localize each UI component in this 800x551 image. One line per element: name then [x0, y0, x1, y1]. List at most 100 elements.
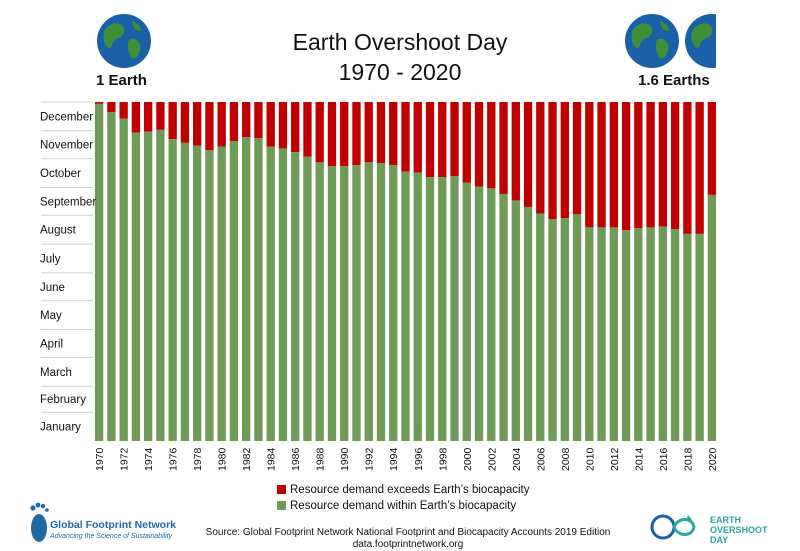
bar-exceeds-1975 [156, 102, 165, 130]
bar-exceeds-1989 [327, 102, 337, 167]
bar-exceeds-2003 [499, 102, 508, 194]
eod-line-1: EARTH [710, 515, 741, 525]
bar-exceeds-1971 [107, 102, 116, 113]
bar-within-2005 [523, 206, 533, 441]
x-tick-label: 2004 [511, 447, 523, 471]
bar-within-1974 [143, 131, 153, 441]
y-tick-label: March [40, 367, 72, 379]
bar-exceeds-2008 [560, 102, 569, 219]
bar-exceeds-1995 [401, 102, 410, 172]
bar-exceeds-1984 [266, 102, 275, 147]
bar-within-1973 [131, 132, 141, 441]
y-tick-label: July [40, 253, 61, 265]
bar-within-2013 [621, 230, 631, 441]
bar-exceeds-1978 [193, 102, 202, 146]
bar-within-2006 [536, 213, 545, 441]
y-tick-label: January [40, 422, 81, 434]
bar-exceeds-1980 [217, 102, 226, 147]
bar-within-2003 [499, 193, 508, 441]
x-tick-label: 1996 [413, 447, 425, 471]
x-tick-label: 1970 [94, 447, 106, 471]
bar-within-2020 [707, 194, 717, 441]
y-tick-label: June [40, 282, 65, 294]
x-tick-label: 1986 [290, 447, 302, 471]
bar-exceeds-1991 [352, 102, 361, 166]
bar-exceeds-2017 [670, 102, 680, 230]
legend-item-within: Resource demand within Earth’s biocapaci… [277, 500, 516, 512]
bar-within-1989 [327, 166, 337, 441]
bar-within-2017 [670, 229, 680, 441]
chart-subtitle: 1970 - 2020 [338, 59, 462, 85]
y-tick-label: November [40, 140, 93, 152]
bar-exceeds-1998 [438, 102, 447, 178]
legend-label-exceeds: Resource demand exceeds Earth’s biocapac… [290, 484, 530, 496]
bar-within-2014 [634, 228, 643, 441]
x-tick-label: 2010 [584, 447, 596, 471]
bar-exceeds-1977 [180, 102, 190, 143]
y-tick-label: December [40, 111, 93, 123]
x-tick-label: 2018 [682, 447, 694, 471]
one-earth-globe-icon [97, 14, 151, 68]
partial-earth-globe-icon [685, 14, 716, 68]
bar-exceeds-2019 [695, 102, 704, 234]
bar-exceeds-1985 [278, 102, 288, 149]
legend-swatch-green [277, 501, 286, 510]
legend-item-exceeds: Resource demand exceeds Earth’s biocapac… [277, 484, 530, 496]
bar-exceeds-2014 [634, 102, 643, 229]
bar-exceeds-1994 [389, 102, 398, 166]
bar-within-1988 [315, 162, 324, 441]
bar-within-1997 [425, 177, 435, 441]
bar-within-1991 [352, 165, 361, 441]
bar-exceeds-1972 [119, 102, 128, 119]
bar-exceeds-1987 [303, 102, 312, 157]
bar-exceeds-2002 [487, 102, 496, 189]
x-tick-label: 2008 [560, 447, 572, 471]
bar-within-2009 [572, 214, 582, 441]
y-tick-label: October [40, 168, 81, 180]
bar-within-2012 [609, 227, 618, 441]
chart-title: Earth Overshoot Day [292, 29, 508, 55]
bar-within-1999 [450, 176, 459, 441]
bar-exceeds-1999 [450, 102, 459, 177]
bar-within-1995 [401, 171, 410, 441]
x-tick-label: 2014 [633, 447, 645, 471]
y-axis-labels: January February March April May June July Augu… [40, 111, 96, 433]
bar-within-2000 [462, 182, 471, 441]
bar-within-2002 [487, 188, 496, 441]
x-tick-label: 2000 [462, 447, 474, 471]
x-tick-label: 2006 [535, 447, 547, 471]
earth-globe-icon [625, 14, 679, 68]
bar-within-1981 [229, 141, 239, 441]
x-tick-label: 2020 [707, 447, 719, 471]
bar-within-1992 [364, 162, 373, 441]
bar-within-1976 [168, 139, 177, 441]
bar-within-1980 [217, 146, 226, 442]
gfn-name: Global Footprint Network [50, 519, 176, 531]
legend-swatch-red [277, 485, 286, 494]
bar-exceeds-2018 [683, 102, 692, 234]
x-tick-label: 1974 [143, 447, 155, 471]
source-line-2: data.footprintnetwork.org [352, 539, 464, 550]
x-axis-labels: 1970 1972 1974 1976 1978 1980 1982 1984 1986 1988… [94, 447, 719, 471]
bar-within-1982 [242, 137, 251, 441]
bar-within-2010 [585, 227, 594, 441]
bar-exceeds-1997 [425, 102, 435, 178]
bar-exceeds-1981 [229, 102, 239, 142]
bar-within-2004 [511, 200, 520, 441]
bar-exceeds-2000 [462, 102, 471, 183]
bar-within-1987 [303, 156, 312, 442]
bar-exceeds-2012 [609, 102, 618, 228]
bar-exceeds-1996 [413, 102, 422, 173]
bar-within-2019 [695, 233, 704, 441]
eod-line-3: DAY [710, 535, 729, 545]
x-tick-label: 1988 [315, 447, 327, 471]
x-tick-label: 2012 [609, 447, 621, 471]
x-tick-label: 2002 [486, 447, 498, 471]
earth-overshoot-day-logo-icon [650, 514, 696, 540]
bar-exceeds-1976 [168, 102, 177, 140]
bar-exceeds-1993 [376, 102, 386, 164]
chart-gridlines [41, 101, 93, 413]
chart-bars [94, 102, 717, 442]
bar-exceeds-2010 [585, 102, 594, 228]
gfn-tagline: Advancing the Science of Sustainability [50, 533, 173, 540]
